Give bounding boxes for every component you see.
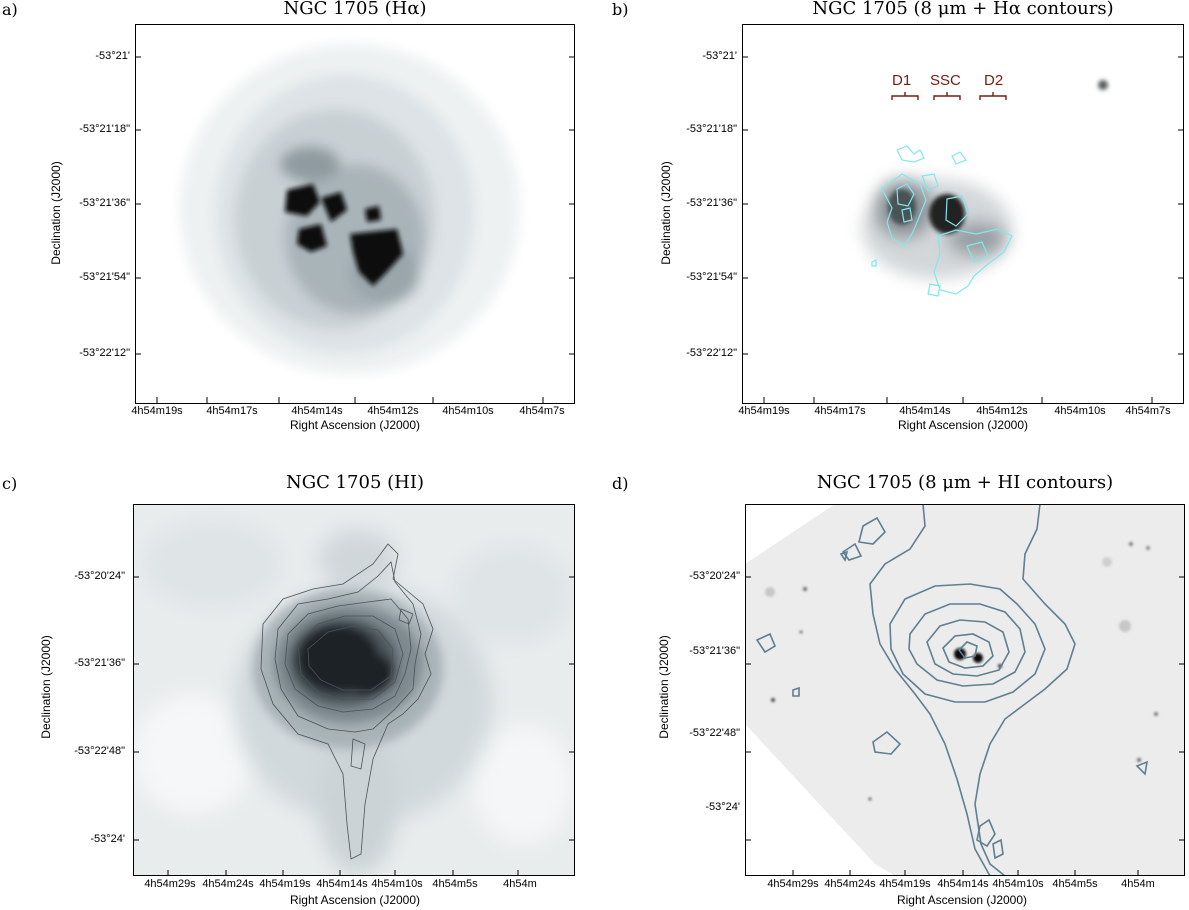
panel-a-title: NGC 1705 (Hα) xyxy=(283,0,427,19)
panel-a-xtick: 4h54m19s xyxy=(131,405,183,417)
panel-a-xtick: 4h54m17s xyxy=(206,405,258,417)
panel-b-xtick: 4h54m14s xyxy=(899,405,951,417)
panel-d-ir-map xyxy=(745,504,1185,876)
panel-b-xtick: 4h54m7s xyxy=(1125,405,1171,417)
panel-c-xtick: 4h54m10s xyxy=(371,878,423,890)
panel-a-ytick: -53°21' xyxy=(95,50,130,62)
panel-a-xtick: 4h54m12s xyxy=(367,405,419,417)
panel-b-xlabel: Right Ascension (J2000) xyxy=(897,418,1029,432)
panel-a-xlabel: Right Ascension (J2000) xyxy=(289,418,421,432)
panel-c-hi-map xyxy=(133,504,575,876)
panel-d-ytick: -53°21'36" xyxy=(689,645,740,657)
panel-d-xtick: 4h54m5s xyxy=(1052,878,1098,890)
panel-d-xtick: 4h54m19s xyxy=(879,878,931,890)
panel-b-image xyxy=(742,24,1184,404)
panel-b-ytick: -53°22'12" xyxy=(686,347,737,359)
panel-d-ytick: -53°24' xyxy=(705,801,740,813)
panel-c-ylabel: Declination (J2000) xyxy=(39,635,53,739)
panel-b-ytick: -53°21'36" xyxy=(686,197,737,209)
panel-b-ytick: -53°21'54" xyxy=(686,271,737,283)
panel-a-image xyxy=(135,24,575,404)
panel-a-xtick: 4h54m7s xyxy=(519,405,565,417)
panel-d-letter: d) xyxy=(612,474,629,493)
panel-a-halpha-map xyxy=(135,24,575,404)
panel-d-xtick: 4h54m10s xyxy=(992,878,1044,890)
panel-b-xtick: 4h54m19s xyxy=(738,405,790,417)
panel-c-xtick: 4h54m19s xyxy=(259,878,311,890)
feature-label-ssc: SSC xyxy=(930,72,961,89)
panel-d-xtick: 4h54m xyxy=(1121,878,1155,890)
panel-b-xtick: 4h54m17s xyxy=(814,405,866,417)
panel-c-title: NGC 1705 (HI) xyxy=(285,472,424,493)
panel-a-ytick: -53°22'12" xyxy=(79,347,130,359)
panel-c-image xyxy=(133,504,575,876)
panel-a-ytick: -53°21'18" xyxy=(79,123,130,135)
panel-d-xtick: 4h54m29s xyxy=(767,878,819,890)
panel-c-axes xyxy=(133,504,575,876)
panel-c-xtick: 4h54m14s xyxy=(316,878,368,890)
panel-c-xtick: 4h54m5s xyxy=(432,878,478,890)
panel-d-xtick: 4h54m24s xyxy=(824,878,876,890)
panel-b-halpha-contours xyxy=(871,145,1013,297)
panel-c-xtick: 4h54m29s xyxy=(144,878,196,890)
panel-c-xtick: 4h54m xyxy=(503,878,537,890)
panel-d-ytick: -53°20'24" xyxy=(689,570,740,582)
panel-a-letter: a) xyxy=(2,0,18,19)
panel-a-ylabel: Declination (J2000) xyxy=(49,161,63,265)
panel-c-xtick: 4h54m24s xyxy=(202,878,254,890)
panel-b-title: NGC 1705 (8 μm + Hα contours) xyxy=(812,0,1114,19)
panel-b-ir-map xyxy=(742,24,1184,404)
panel-b-axes xyxy=(742,24,1184,404)
panel-d-xtick: 4h54m14s xyxy=(937,878,989,890)
panel-b-ylabel: Declination (J2000) xyxy=(659,161,673,265)
panel-d-ytick: -53°22'48" xyxy=(689,727,740,739)
panel-c-letter: c) xyxy=(2,474,18,493)
panel-d-xlabel: Right Ascension (J2000) xyxy=(896,893,1028,907)
panel-b-xtick: 4h54m10s xyxy=(1054,405,1106,417)
feature-label-d1: D1 xyxy=(892,72,912,89)
panel-a-ytick: -53°21'36" xyxy=(79,197,130,209)
panel-a-ytick: -53°21'54" xyxy=(79,271,130,283)
panel-a-xtick: 4h54m14s xyxy=(291,405,343,417)
panel-a-xtick: 4h54m10s xyxy=(442,405,494,417)
panel-d-hi-contours xyxy=(755,504,1149,876)
panel-b-ytick: -53°21' xyxy=(702,50,737,62)
feature-label-d2: D2 xyxy=(984,72,1004,89)
panel-b-xtick: 4h54m12s xyxy=(976,405,1028,417)
panel-c-ytick: -53°21'36" xyxy=(74,657,125,669)
panel-b-letter: b) xyxy=(612,0,629,19)
panel-c-ytick: -53°20'24" xyxy=(74,570,125,582)
panel-c-ytick: -53°24' xyxy=(90,833,125,845)
panel-c-xlabel: Right Ascension (J2000) xyxy=(289,893,421,907)
panel-d-title: NGC 1705 (8 μm + HI contours) xyxy=(816,472,1114,493)
panel-c-ytick: -53°22'48" xyxy=(74,745,125,757)
panel-d-axes xyxy=(745,504,1185,876)
panel-b-ytick: -53°21'18" xyxy=(686,123,737,135)
panel-d-image xyxy=(745,504,1185,876)
panel-a-axes xyxy=(135,24,575,404)
